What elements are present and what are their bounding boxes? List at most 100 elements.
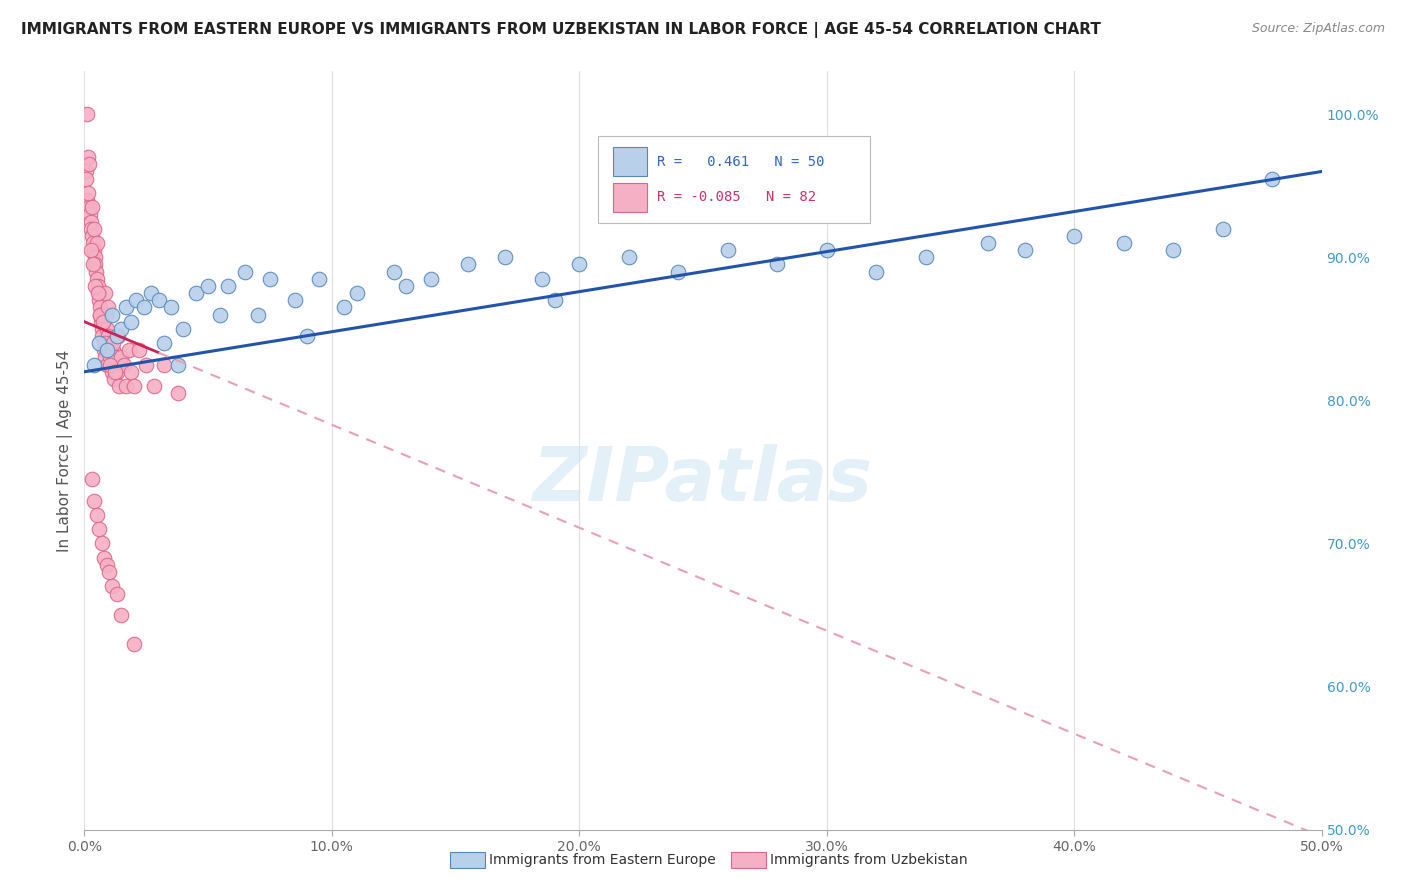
Text: IMMIGRANTS FROM EASTERN EUROPE VS IMMIGRANTS FROM UZBEKISTAN IN LABOR FORCE | AG: IMMIGRANTS FROM EASTERN EUROPE VS IMMIGR… bbox=[21, 22, 1101, 38]
Point bbox=[118, 343, 141, 358]
Point bbox=[115, 379, 138, 393]
Bar bbox=[613, 183, 647, 211]
Point bbox=[717, 243, 740, 257]
Point bbox=[148, 293, 170, 308]
Point bbox=[96, 343, 118, 358]
Point bbox=[82, 200, 104, 214]
Point bbox=[83, 358, 105, 372]
Point bbox=[79, 207, 101, 221]
Point bbox=[84, 279, 107, 293]
Text: Immigrants from Eastern Europe: Immigrants from Eastern Europe bbox=[489, 853, 716, 867]
Point bbox=[107, 329, 129, 343]
Point bbox=[543, 293, 565, 308]
Point bbox=[83, 243, 105, 257]
Point bbox=[94, 308, 117, 322]
Text: R = -0.085   N = 82: R = -0.085 N = 82 bbox=[657, 190, 817, 204]
Bar bbox=[613, 147, 647, 176]
Point bbox=[93, 286, 115, 301]
Point bbox=[82, 235, 104, 250]
Point bbox=[617, 250, 640, 264]
Point bbox=[172, 322, 194, 336]
Point bbox=[93, 336, 115, 351]
Point bbox=[132, 301, 155, 315]
Point bbox=[96, 558, 118, 572]
Point bbox=[97, 336, 120, 351]
Point bbox=[110, 607, 132, 622]
Point bbox=[142, 379, 165, 393]
Point bbox=[90, 536, 112, 550]
Point bbox=[77, 150, 100, 164]
Point bbox=[152, 358, 174, 372]
Point bbox=[75, 171, 97, 186]
Point bbox=[112, 358, 135, 372]
Point bbox=[105, 586, 128, 600]
Point bbox=[89, 293, 111, 308]
Point bbox=[135, 358, 157, 372]
Point bbox=[77, 200, 100, 214]
Point bbox=[100, 579, 122, 593]
Point bbox=[105, 329, 128, 343]
Point bbox=[96, 322, 118, 336]
Point bbox=[97, 329, 120, 343]
Point bbox=[141, 286, 163, 301]
Point bbox=[83, 221, 105, 235]
Point bbox=[128, 343, 150, 358]
Point bbox=[333, 301, 356, 315]
Point bbox=[122, 637, 145, 651]
Point bbox=[91, 308, 114, 322]
Point bbox=[104, 351, 127, 365]
Point bbox=[865, 265, 887, 279]
Point bbox=[308, 272, 330, 286]
Point bbox=[457, 258, 479, 272]
Point bbox=[93, 343, 115, 358]
Point bbox=[75, 164, 97, 178]
Point bbox=[91, 315, 114, 329]
Point bbox=[86, 235, 108, 250]
Point bbox=[98, 351, 121, 365]
Point bbox=[87, 286, 110, 301]
Point bbox=[79, 243, 101, 257]
Point bbox=[94, 336, 117, 351]
Point bbox=[568, 258, 591, 272]
Point bbox=[160, 301, 183, 315]
Point bbox=[79, 214, 101, 228]
Point bbox=[395, 279, 418, 293]
Point bbox=[98, 358, 121, 372]
Point bbox=[125, 293, 148, 308]
Point bbox=[110, 351, 132, 365]
Point bbox=[86, 508, 108, 522]
Point bbox=[122, 379, 145, 393]
Point bbox=[80, 472, 103, 486]
Point bbox=[1063, 228, 1085, 243]
Point bbox=[89, 308, 111, 322]
Point bbox=[83, 493, 105, 508]
Point bbox=[103, 372, 125, 386]
Point bbox=[86, 272, 108, 286]
Point bbox=[914, 250, 936, 264]
Point bbox=[101, 343, 124, 358]
Point bbox=[115, 301, 138, 315]
FancyBboxPatch shape bbox=[598, 136, 870, 223]
Point bbox=[97, 301, 120, 315]
Point bbox=[79, 157, 101, 171]
Point bbox=[100, 365, 122, 379]
Point bbox=[89, 522, 111, 536]
Point bbox=[89, 308, 111, 322]
Point bbox=[1161, 243, 1184, 257]
Point bbox=[108, 379, 131, 393]
Point bbox=[83, 250, 105, 264]
Point bbox=[233, 265, 256, 279]
Point bbox=[94, 351, 117, 365]
Point bbox=[96, 358, 118, 372]
Point bbox=[120, 315, 142, 329]
Point bbox=[98, 565, 121, 579]
Point bbox=[76, 107, 98, 121]
Point bbox=[167, 358, 190, 372]
Text: ZIPatlas: ZIPatlas bbox=[533, 444, 873, 517]
Point bbox=[815, 243, 838, 257]
Point bbox=[666, 265, 689, 279]
Point bbox=[89, 336, 111, 351]
Point bbox=[91, 329, 114, 343]
Point bbox=[217, 279, 239, 293]
Point bbox=[197, 279, 219, 293]
